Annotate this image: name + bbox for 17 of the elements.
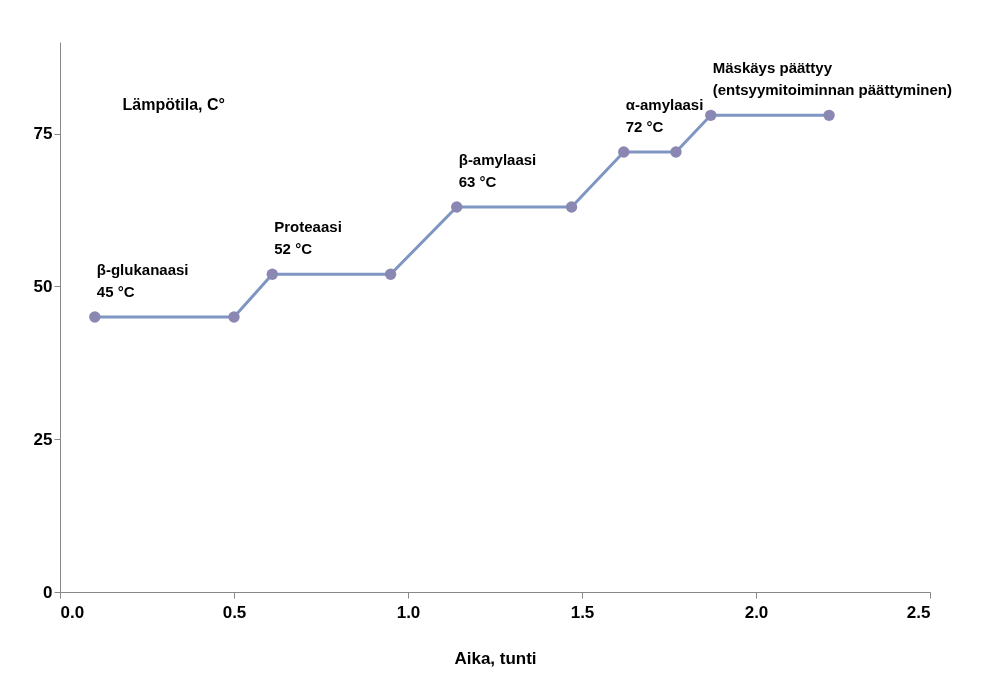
x-tick-label: 0.0 (60, 602, 85, 622)
annotation: β-glukanaasi 45 °C (96, 261, 189, 300)
y-tick-label: 75 (33, 124, 53, 144)
y-tick-label: 25 (33, 429, 53, 449)
y-tick-label: 50 (33, 276, 53, 296)
x-tick-label: 1.0 (396, 602, 421, 622)
y-axis-title: Lämpötila, C° (122, 95, 225, 113)
annotation: Mäskäys päättyy (entsyymitoiminnan päättyminen) (712, 59, 952, 99)
x-tick-label: 1.5 (570, 602, 595, 622)
x-tick-label: 2.5 (906, 602, 931, 622)
annotation: α-amylaasi 72 °C (625, 96, 704, 135)
y-tick-label: 0 (43, 582, 53, 602)
annotation: Proteaasi 52 °C (274, 218, 342, 258)
x-axis-title: Aika, tunti (454, 648, 537, 668)
x-tick-label: 0.5 (222, 602, 247, 622)
x-tick-label: 2.0 (744, 602, 769, 622)
annotation: β-amylaasi 63 °C (458, 151, 537, 190)
